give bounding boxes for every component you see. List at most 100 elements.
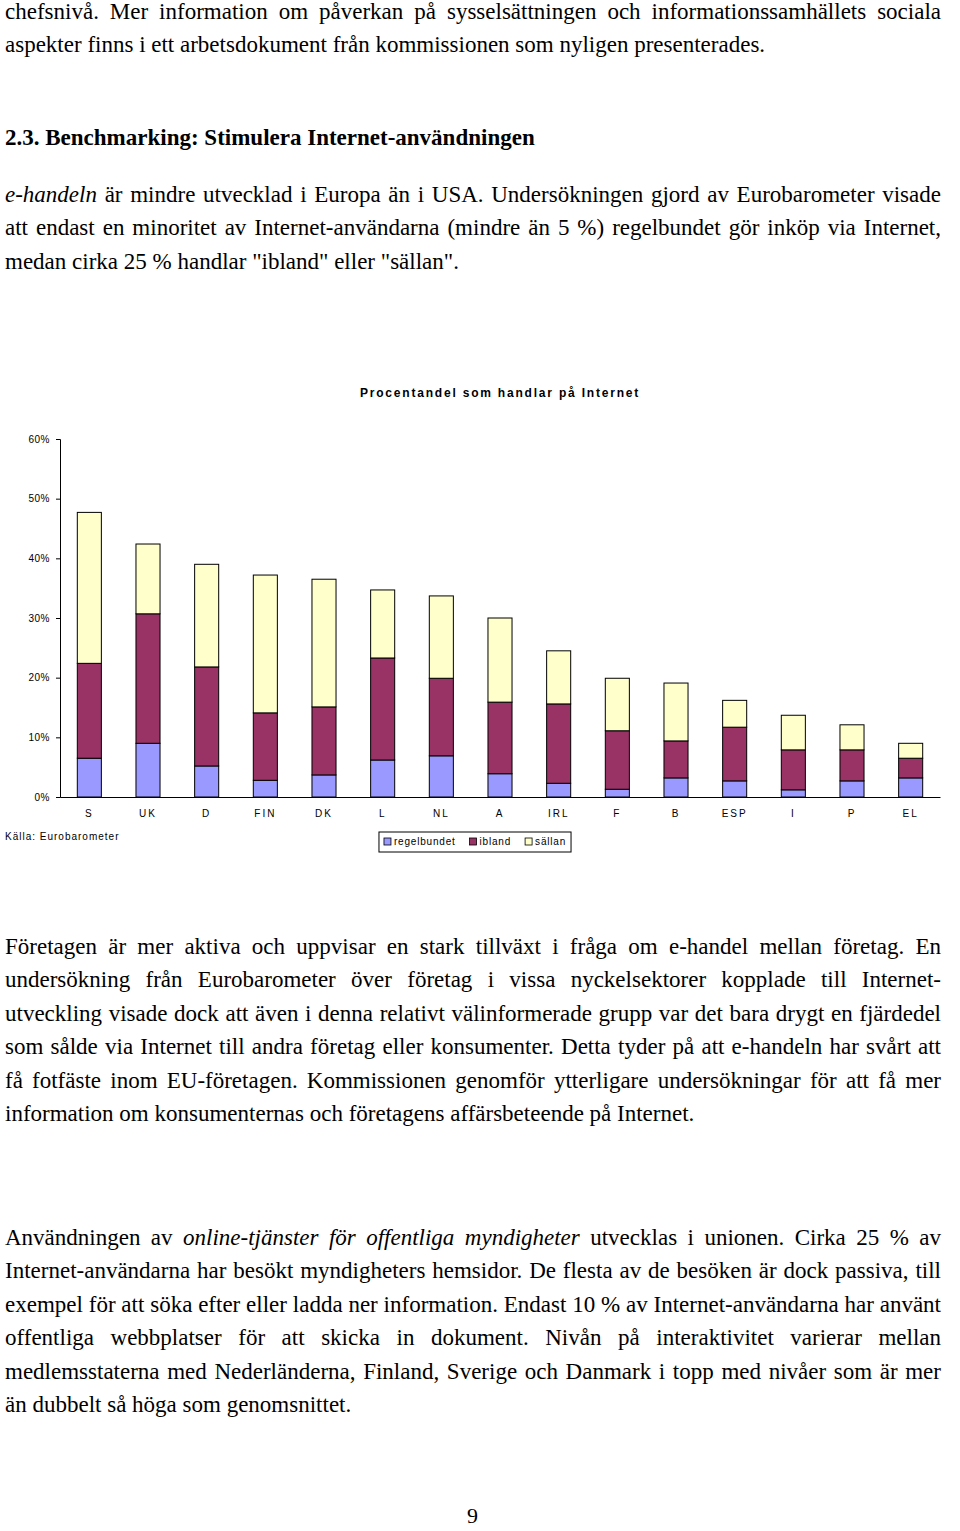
bar xyxy=(899,758,923,778)
bar xyxy=(781,750,805,790)
y-tick-mark xyxy=(56,499,60,500)
legend-label: regelbundet xyxy=(394,836,456,847)
bar xyxy=(429,756,453,797)
text-run: Företagen är mer aktiva och uppvisar en … xyxy=(5,934,941,1126)
y-tick-mark xyxy=(56,618,60,619)
y-tick-mark xyxy=(56,737,60,738)
y-tick: 60% xyxy=(28,434,60,445)
y-tick-mark xyxy=(56,678,60,679)
text-run: Användningen av xyxy=(5,1225,183,1250)
bar xyxy=(195,667,219,766)
y-tick: 10% xyxy=(28,732,60,743)
bar xyxy=(547,651,571,704)
paragraph: chefsnivå. Mer information om påverkan p… xyxy=(5,0,941,62)
paragraph: Företagen är mer aktiva och uppvisar en … xyxy=(5,930,941,1130)
y-tick: 20% xyxy=(28,672,60,683)
bar xyxy=(77,663,101,758)
bar xyxy=(195,564,219,667)
x-tick-label: A xyxy=(496,808,505,819)
bar xyxy=(77,512,101,663)
bar xyxy=(312,579,336,707)
x-tick-label: F xyxy=(613,808,621,819)
paragraph: e-handeln är mindre utvecklad i Europa ä… xyxy=(5,178,941,278)
bar xyxy=(312,775,336,797)
bar xyxy=(781,715,805,750)
y-tick-mark xyxy=(56,439,60,440)
text-run: är mindre utvecklad i Europa än i USA. U… xyxy=(5,182,941,274)
bar xyxy=(781,790,805,797)
bar xyxy=(371,590,395,658)
y-tick-label: 50% xyxy=(28,493,50,504)
y-tick-label: 10% xyxy=(28,732,50,743)
legend-swatch xyxy=(525,838,532,845)
y-tick-label: 30% xyxy=(28,613,50,624)
bar xyxy=(136,614,160,743)
bar xyxy=(840,725,864,750)
bar xyxy=(899,778,923,797)
bar xyxy=(488,774,512,797)
bar xyxy=(899,743,923,758)
y-tick: 30% xyxy=(28,613,60,624)
bar xyxy=(253,713,277,780)
legend-swatch xyxy=(384,838,391,845)
chart-title: Procentandel som handlar på Internet xyxy=(360,386,640,400)
bar xyxy=(136,743,160,797)
emphasis: online-tjänster för offentliga myndighet… xyxy=(183,1225,580,1250)
bar xyxy=(664,778,688,797)
bar xyxy=(723,727,747,781)
x-tick-label: IRL xyxy=(548,808,570,819)
y-tick: 50% xyxy=(28,493,60,504)
emphasis: e-handeln xyxy=(5,182,97,207)
legend-frame xyxy=(379,832,571,852)
text-run: 2.3. Benchmarking: Stimulera Internet-an… xyxy=(5,125,535,150)
y-tick: 40% xyxy=(28,553,60,564)
bar xyxy=(195,766,219,797)
x-axis-line xyxy=(61,797,941,798)
x-tick: A xyxy=(496,797,505,819)
x-tick-label: FIN xyxy=(254,808,276,819)
legend-swatch xyxy=(470,838,477,845)
x-tick-label: L xyxy=(379,808,387,819)
bar xyxy=(605,678,629,731)
x-tick-label: B xyxy=(672,808,681,819)
y-tick-label: 60% xyxy=(28,434,50,445)
x-tick: DK xyxy=(315,797,333,819)
y-tick-mark xyxy=(56,558,60,559)
x-tick: FIN xyxy=(254,797,276,819)
bar xyxy=(547,704,571,783)
x-tick-label: DK xyxy=(315,808,333,819)
x-tick-label: D xyxy=(202,808,211,819)
bar xyxy=(312,707,336,775)
bar xyxy=(605,789,629,797)
bar xyxy=(429,596,453,678)
bar xyxy=(840,750,864,781)
bar xyxy=(371,658,395,760)
legend-label: ibland xyxy=(480,836,512,847)
bar xyxy=(488,618,512,702)
x-tick: F xyxy=(613,797,621,819)
bar xyxy=(664,741,688,778)
bar xyxy=(723,781,747,797)
x-tick: UK xyxy=(139,797,157,819)
paragraph: Användningen av online-tjänster för offe… xyxy=(5,1221,941,1421)
y-tick-label: 20% xyxy=(28,672,50,683)
x-tick-label: EL xyxy=(903,808,919,819)
x-tick-label: S xyxy=(85,808,94,819)
bar xyxy=(253,780,277,797)
x-tick: IRL xyxy=(548,797,570,819)
source-note: Källa: Eurobarometer xyxy=(5,831,120,842)
y-tick-label: 40% xyxy=(28,553,50,564)
x-tick: P xyxy=(848,797,857,819)
bar xyxy=(136,544,160,614)
x-tick-label: NL xyxy=(433,808,450,819)
bars xyxy=(77,512,922,797)
series-2 xyxy=(77,512,922,758)
x-axis: SUKDFINDKLNLAIRLFBESPIPEL xyxy=(61,797,941,819)
x-tick-label: P xyxy=(848,808,857,819)
x-tick: S xyxy=(85,797,94,819)
bar xyxy=(723,700,747,727)
x-tick: L xyxy=(379,797,387,819)
legend: regelbundetiblandsällan xyxy=(379,832,571,852)
legend-item: regelbundet xyxy=(384,836,456,847)
x-tick-label: I xyxy=(791,808,796,819)
